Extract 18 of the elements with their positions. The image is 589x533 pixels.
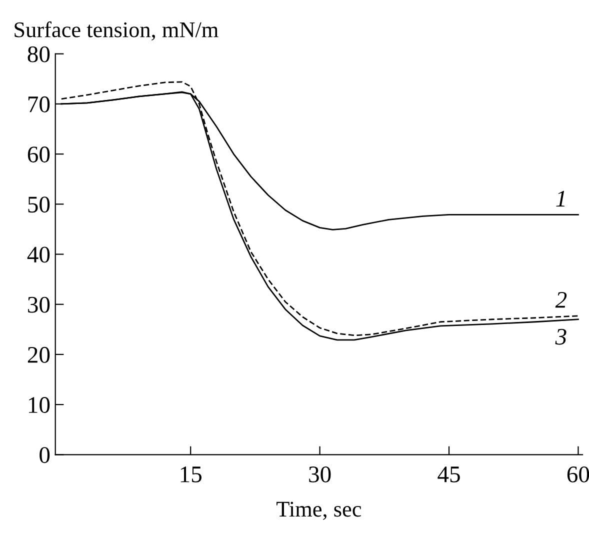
y-tick-label: 80 bbox=[28, 46, 50, 62]
y-tick-label: 30 bbox=[28, 296, 50, 313]
y-tick-label: 50 bbox=[28, 196, 50, 213]
series-label: 1 bbox=[556, 190, 565, 206]
y-tick-label: 0 bbox=[40, 447, 50, 464]
x-tick-label: 15 bbox=[180, 466, 202, 482]
series-label: 3 bbox=[555, 328, 566, 345]
y-tick-label: 70 bbox=[28, 96, 50, 112]
y-tick-label: 20 bbox=[28, 346, 50, 363]
x-tick-label: 30 bbox=[309, 466, 331, 482]
y-tick-label: 40 bbox=[27, 246, 50, 263]
x-tick-label: 45 bbox=[438, 466, 460, 482]
y-tick-label: 60 bbox=[28, 146, 50, 162]
y-axis-title: Surface tension, mN/m bbox=[14, 21, 218, 40]
y-tick-label: 10 bbox=[28, 397, 50, 413]
x-axis-title: Time, sec bbox=[276, 502, 362, 520]
series-label: 2 bbox=[555, 292, 567, 308]
x-tick-label: 60 bbox=[567, 466, 589, 482]
